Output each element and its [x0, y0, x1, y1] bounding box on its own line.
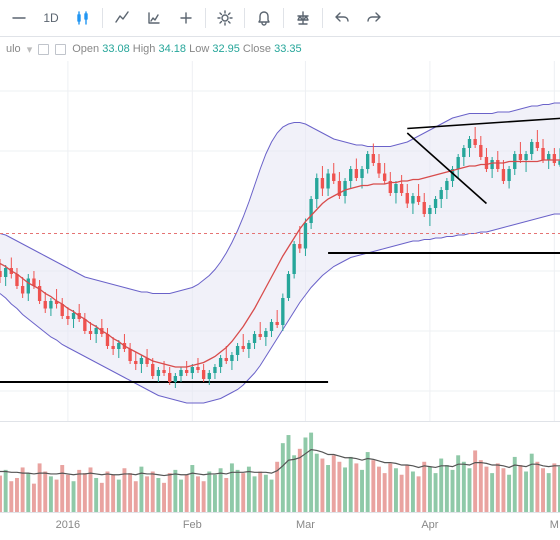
interval-label[interactable]: 1D [36, 5, 66, 31]
symbol-name: ulo [6, 43, 21, 55]
xaxis-tick: 2016 [56, 519, 80, 531]
chevron-down-icon[interactable]: ▾ [27, 43, 33, 56]
ohlc-readout: Open 33.08 High 34.18 Low 32.95 Close 33… [72, 43, 301, 55]
toolbar: 1D [0, 0, 560, 37]
volume-chart[interactable] [0, 421, 560, 512]
xaxis-tick: Feb [183, 519, 202, 531]
legend-bar: ulo ▾ Open 33.08 High 34.18 Low 32.95 Cl… [0, 37, 560, 61]
patterns-icon[interactable] [139, 5, 169, 31]
redo-icon[interactable] [359, 5, 389, 31]
toggle-1[interactable] [38, 44, 49, 55]
alert-icon[interactable] [249, 5, 279, 31]
candles-icon[interactable] [68, 5, 98, 31]
xaxis-tick: Mar [296, 519, 315, 531]
settings-icon[interactable] [210, 5, 240, 31]
indicators-icon[interactable] [107, 5, 137, 31]
minus-icon[interactable] [4, 5, 34, 31]
xaxis-tick: Apr [421, 519, 438, 531]
toggle-2[interactable] [55, 44, 66, 55]
undo-icon[interactable] [327, 5, 357, 31]
xaxis-tick: M [550, 519, 559, 531]
price-chart[interactable] [0, 61, 560, 421]
balance-icon[interactable] [288, 5, 318, 31]
compare-icon[interactable] [171, 5, 201, 31]
x-axis: 2016 Feb Mar Apr M [0, 512, 560, 540]
